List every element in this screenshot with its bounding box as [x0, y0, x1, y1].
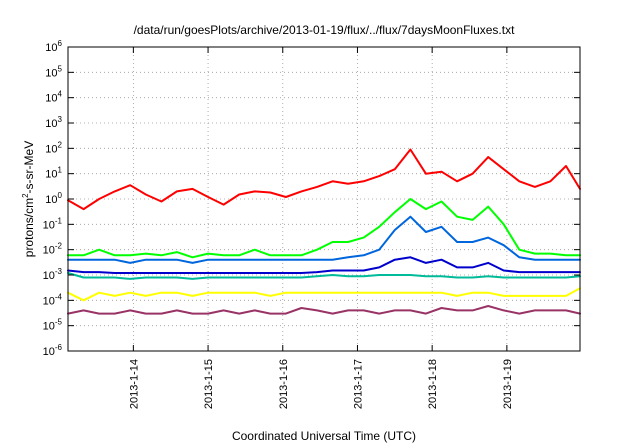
y-tick-exponent: 1 [58, 166, 63, 175]
y-tick-base: 10 [43, 219, 55, 231]
x-tick-label: 2013-1-16 [278, 359, 290, 409]
y-tick-label: 105 [45, 64, 62, 79]
series-layer [67, 148, 581, 315]
y-tick-base: 10 [43, 295, 55, 307]
y-tick-label: 103 [45, 115, 62, 130]
y-tick-base: 10 [45, 42, 57, 54]
y-tick-exponent: 2 [58, 140, 63, 149]
y-tick-label: 104 [45, 90, 62, 105]
y-tick-exponent: 5 [58, 64, 63, 73]
y-tick-label: 10-1 [43, 216, 63, 231]
y-tick-exponent: 3 [58, 115, 63, 124]
y-axis-label-superscript: 2 [21, 193, 30, 198]
x-axis-label: Coordinated Universal Time (UTC) [232, 429, 416, 443]
chart-title: /data/run/goesPlots/archive/2013-01-19/f… [134, 23, 516, 37]
y-tick-base: 10 [43, 321, 55, 333]
y-tick-label: 10-4 [43, 292, 63, 307]
y-tick-exponent: -1 [55, 216, 63, 225]
y-axis-label-prefix: protons/cm [22, 198, 36, 257]
y-tick-base: 10 [45, 169, 57, 181]
y-tick-exponent: 0 [58, 191, 63, 200]
y-tick-exponent: 4 [58, 90, 63, 99]
y-tick-base: 10 [45, 118, 57, 130]
x-tick-label: 2013-1-14 [128, 359, 140, 409]
series-line-6 [67, 287, 581, 302]
series-line-1 [67, 148, 581, 211]
y-tick-label: 10-6 [43, 343, 63, 358]
y-tick-base: 10 [45, 194, 57, 206]
y-tick-exponent: -6 [55, 343, 63, 352]
x-tick-label: 2013-1-18 [427, 359, 439, 409]
y-tick-base: 10 [43, 346, 55, 358]
y-tick-exponent: -5 [55, 318, 63, 327]
series-line-7 [67, 305, 581, 315]
y-axis: 10-610-510-410-310-210-11001011021031041… [43, 39, 580, 358]
y-tick-label: 101 [45, 166, 62, 181]
y-tick-base: 10 [43, 245, 55, 257]
y-tick-label: 106 [45, 39, 62, 54]
y-tick-exponent: -4 [55, 292, 63, 301]
y-axis-label-suffix: -s-sr-MeV [22, 141, 36, 194]
series-line-5 [67, 272, 581, 280]
y-tick-exponent: -2 [55, 242, 63, 251]
series-line-3 [67, 215, 581, 264]
x-tick-label: 2013-1-15 [203, 359, 215, 409]
y-tick-base: 10 [45, 67, 57, 79]
y-tick-base: 10 [43, 270, 55, 282]
y-tick-exponent: -3 [55, 267, 63, 276]
series-line-4 [67, 256, 581, 274]
y-tick-label: 102 [45, 140, 62, 155]
y-tick-label: 10-5 [43, 318, 63, 333]
y-tick-base: 10 [45, 143, 57, 155]
y-tick-label: 10-2 [43, 242, 63, 257]
y-axis-label: protons/cm2-s-sr-MeV [21, 141, 36, 257]
y-tick-base: 10 [45, 93, 57, 105]
x-tick-label: 2013-1-19 [502, 359, 514, 409]
x-tick-label: 2013-1-17 [352, 359, 364, 409]
y-tick-label: 100 [45, 191, 62, 206]
y-tick-exponent: 6 [58, 39, 63, 48]
x-axis: 2013-1-14 2013-1-15 2013-1-16 2013-1-17 2013… [128, 47, 514, 409]
grid [68, 47, 580, 351]
y-tick-label: 10-3 [43, 267, 63, 282]
series-line-2 [67, 198, 581, 259]
